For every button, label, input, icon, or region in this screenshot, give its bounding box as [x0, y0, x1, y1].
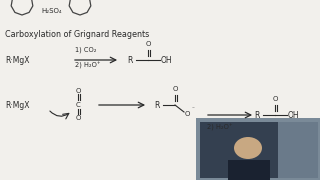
- Text: 1) CO₂: 1) CO₂: [75, 47, 97, 53]
- Text: R·MgX: R·MgX: [5, 100, 29, 109]
- Text: C: C: [76, 102, 80, 108]
- Text: O: O: [172, 86, 178, 92]
- Text: OH: OH: [161, 55, 172, 64]
- Text: O: O: [145, 41, 151, 47]
- Text: OH: OH: [288, 111, 300, 120]
- Text: ⁻: ⁻: [192, 107, 195, 112]
- Bar: [200, 122, 318, 178]
- Text: 2) H₂O⁺: 2) H₂O⁺: [207, 123, 233, 131]
- Text: R: R: [155, 100, 160, 109]
- Text: R: R: [255, 111, 260, 120]
- Text: H₂SO₄: H₂SO₄: [42, 8, 62, 14]
- Text: R·MgX: R·MgX: [5, 55, 29, 64]
- Bar: [196, 118, 320, 180]
- Text: O: O: [272, 96, 278, 102]
- Text: R: R: [128, 55, 133, 64]
- Text: 2) H₂O⁺: 2) H₂O⁺: [75, 61, 100, 69]
- Text: O: O: [185, 111, 190, 117]
- Ellipse shape: [234, 137, 262, 159]
- Text: O: O: [75, 88, 81, 94]
- Bar: [228, 160, 270, 180]
- Text: Carboxylation of Grignard Reagents: Carboxylation of Grignard Reagents: [5, 30, 149, 39]
- Bar: [278, 122, 318, 178]
- Text: O: O: [75, 115, 81, 121]
